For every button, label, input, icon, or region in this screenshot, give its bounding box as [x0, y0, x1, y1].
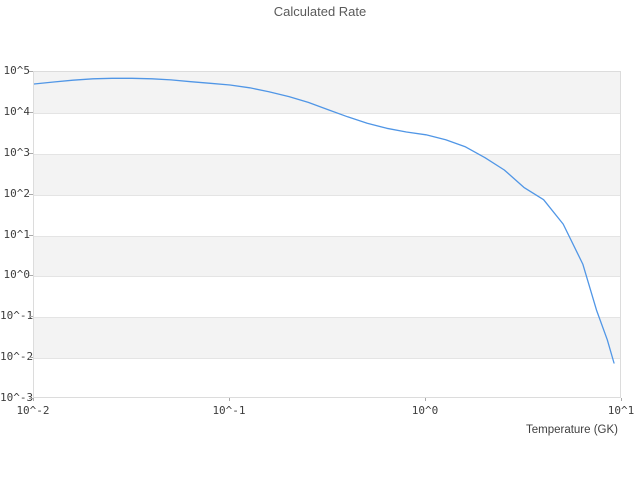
curve-layer — [34, 77, 615, 364]
y-tick-mark — [29, 316, 33, 318]
y-tick-label: 10^3 — [3, 145, 31, 159]
horizontal-gridline — [34, 153, 620, 155]
x-tick-label: 10^1 — [607, 404, 635, 417]
x-tick-label: 10^0 — [411, 404, 439, 417]
y-tick-mark — [29, 357, 33, 359]
y-tick-label: 10^2 — [3, 186, 31, 200]
x-tick-label: 10^-1 — [212, 404, 246, 417]
chart-title: Calculated Rate — [273, 4, 367, 19]
y-tick-mark — [29, 193, 33, 195]
horizontal-gridline — [34, 194, 620, 196]
horizontal-gridline — [34, 276, 620, 278]
x-tick-mark — [621, 398, 622, 401]
y-tick-mark — [29, 398, 33, 399]
x-axis-title: Temperature (GK) — [525, 424, 618, 436]
plot-area — [33, 71, 621, 398]
y-tick-label: 10^0 — [3, 268, 31, 282]
x-tick-mark — [425, 398, 426, 401]
y-tick-mark — [29, 152, 33, 154]
horizontal-gridline — [34, 112, 620, 114]
horizontal-gridline — [34, 358, 620, 360]
decade-band — [34, 153, 620, 195]
horizontal-gridline — [34, 317, 620, 319]
y-tick-label: 10^-3 — [0, 391, 34, 404]
decade-band — [34, 317, 620, 359]
y-tick-label: 10^-2 — [0, 350, 34, 364]
y-tick-mark — [29, 234, 33, 236]
y-tick-label: 10^5 — [3, 64, 31, 77]
y-tick-label: 10^-1 — [0, 309, 34, 323]
y-tick-mark — [29, 111, 33, 113]
y-tick-label: 10^1 — [3, 227, 31, 241]
y-tick-label: 10^4 — [3, 104, 31, 118]
x-tick-label: 10^-2 — [16, 404, 50, 417]
decade-band — [34, 235, 620, 277]
horizontal-gridline — [34, 235, 620, 237]
rate-curve-series — [34, 77, 615, 364]
x-tick-mark — [229, 398, 230, 401]
y-tick-mark — [29, 71, 33, 72]
y-tick-mark — [29, 275, 33, 277]
x-tick-mark — [33, 398, 34, 401]
